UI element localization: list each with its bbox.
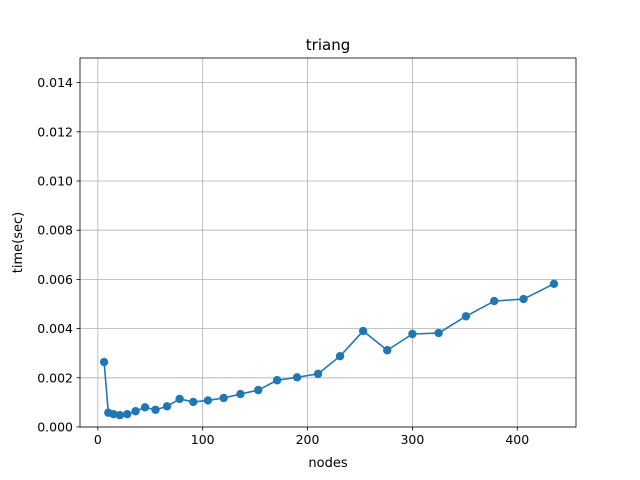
data-point (408, 329, 417, 339)
y-tick-label: 0.012 (37, 124, 73, 139)
y-tick-label: 0.000 (37, 420, 73, 435)
data-point (115, 410, 125, 420)
data-point (434, 328, 443, 338)
data-point (99, 357, 109, 367)
data-point (122, 410, 132, 419)
data-point (254, 385, 263, 395)
data-series (99, 279, 559, 420)
data-point (335, 351, 345, 361)
data-point (490, 296, 499, 306)
x-tick-label: 100 (191, 432, 215, 447)
x-tick-label: 400 (505, 432, 529, 447)
x-tick-label: 300 (400, 432, 424, 447)
data-point (549, 279, 559, 289)
data-point (131, 407, 140, 416)
data-point (203, 396, 213, 405)
data-point (519, 294, 528, 304)
y-tick-label: 0.002 (37, 370, 73, 385)
x-axis-label: nodes (308, 456, 347, 471)
plot-frame (79, 57, 577, 428)
y-axis-label: time(sec) (11, 212, 26, 273)
axis-ticks: 0 100 200 300 400 0.000 0.002 0.004 0.006 0.008 0.… (37, 75, 529, 447)
data-point (292, 373, 302, 382)
data-point (236, 389, 245, 399)
data-point (109, 410, 118, 419)
y-tick-label: 0.004 (37, 321, 73, 336)
data-point (175, 394, 184, 404)
data-point (313, 369, 323, 379)
data-point (461, 312, 471, 321)
x-tick-label: 200 (296, 432, 320, 447)
y-tick-label: 0.008 (37, 223, 73, 238)
data-point (358, 326, 368, 336)
data-point (383, 346, 392, 355)
y-tick-label: 0.010 (37, 174, 73, 189)
data-point (162, 402, 172, 411)
chart-title: triang (306, 36, 350, 54)
data-point (189, 397, 198, 407)
data-point (151, 405, 160, 414)
data-point (140, 403, 150, 412)
x-tick-label: 0 (94, 432, 102, 447)
y-tick-label: 0.006 (37, 272, 73, 287)
y-tick-label: 0.014 (37, 75, 73, 90)
data-point (219, 393, 228, 403)
data-point (272, 376, 282, 385)
